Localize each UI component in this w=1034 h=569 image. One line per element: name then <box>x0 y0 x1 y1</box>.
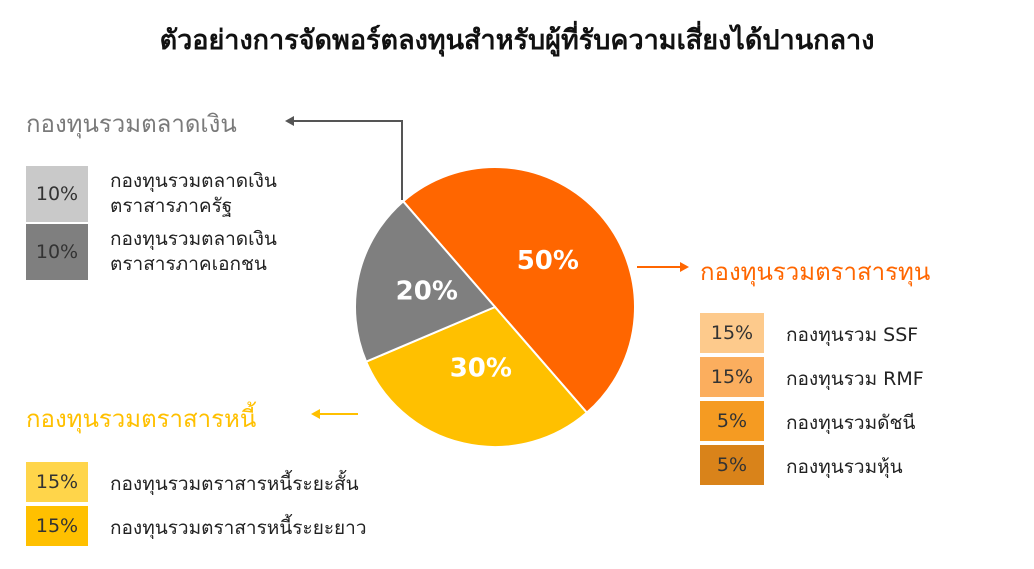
money-market-heading: กองทุนรวมตลาดเงิน <box>26 110 237 138</box>
bond-heading: กองทุนรวมตราสารหนี้ <box>26 405 257 433</box>
money-market-row: 10% กองทุนรวมตลาดเงิน ตราสารภาคเอกชน <box>26 224 277 280</box>
equity-row: 15% กองทุนรวม SSF <box>700 313 924 357</box>
slice-bond <box>364 305 589 448</box>
money-market-label: กองทุนรวมตลาดเงิน ตราสารภาคเอกชน <box>88 227 277 277</box>
label-line: ตราสารภาคเอกชน <box>110 253 267 275</box>
bond-row: 15% กองทุนรวมตราสารหนี้ระยะยาว <box>26 506 367 550</box>
money-market-connector <box>292 120 403 200</box>
equity-label: กองทุนรวมหุ้น <box>786 455 903 478</box>
equity-label: กองทุนรวม RMF <box>786 367 924 390</box>
label-line: กองทุนรวมตลาดเงิน <box>110 170 277 192</box>
money-market-swatch: 10% <box>26 166 88 222</box>
equity-row: 5% กองทุนรวมหุ้น <box>700 445 924 489</box>
money-market-label: กองทุนรวมตลาดเงิน ตราสารภาครัฐ <box>88 169 277 219</box>
equity-heading: กองทุนรวมตราสารทุน <box>700 258 931 286</box>
arrowhead-icon <box>285 116 294 126</box>
bond-row: 15% กองทุนรวมตราสารหนี้ระยะสั้น <box>26 462 367 506</box>
equity-swatch: 15% <box>700 357 764 397</box>
equity-row: 15% กองทุนรวม RMF <box>700 357 924 401</box>
label-line: กองทุนรวมตลาดเงิน <box>110 228 277 250</box>
slice-percent-label: 50% <box>517 246 579 276</box>
equity-swatch: 5% <box>700 445 764 485</box>
bond-breakdown: 15% กองทุนรวมตราสารหนี้ระยะสั้น 15% กองท… <box>26 462 367 550</box>
money-market-row: 10% กองทุนรวมตลาดเงิน ตราสารภาครัฐ <box>26 166 277 222</box>
chart-title: ตัวอย่างการจัดพอร์ตลงทุนสำหรับผู้ที่รับค… <box>159 25 875 56</box>
money-market-breakdown: 10% กองทุนรวมตลาดเงิน ตราสารภาครัฐ 10% ก… <box>26 166 277 282</box>
bond-swatch: 15% <box>26 506 88 546</box>
slice-percent-label: 30% <box>450 353 512 383</box>
slice-money-market <box>354 199 497 364</box>
bond-swatch: 15% <box>26 462 88 502</box>
money-market-swatch: 10% <box>26 224 88 280</box>
equity-label: กองทุนรวม SSF <box>786 323 919 346</box>
arrowhead-icon <box>680 262 689 272</box>
slice-percent-label: 20% <box>396 276 458 306</box>
equity-swatch: 15% <box>700 313 764 353</box>
bond-label: กองทุนรวมตราสารหนี้ระยะสั้น <box>110 472 359 495</box>
equity-row: 5% กองทุนรวมดัชนี <box>700 401 924 445</box>
equity-breakdown: 15% กองทุนรวม SSF 15% กองทุนรวม RMF 5% ก… <box>700 313 924 489</box>
slice-equity <box>401 166 636 415</box>
equity-label: กองทุนรวมดัชนี <box>786 411 916 434</box>
equity-swatch: 5% <box>700 401 764 441</box>
label-line: ตราสารภาครัฐ <box>110 195 233 217</box>
arrowhead-icon <box>311 409 320 419</box>
bond-label: กองทุนรวมตราสารหนี้ระยะยาว <box>110 516 367 539</box>
